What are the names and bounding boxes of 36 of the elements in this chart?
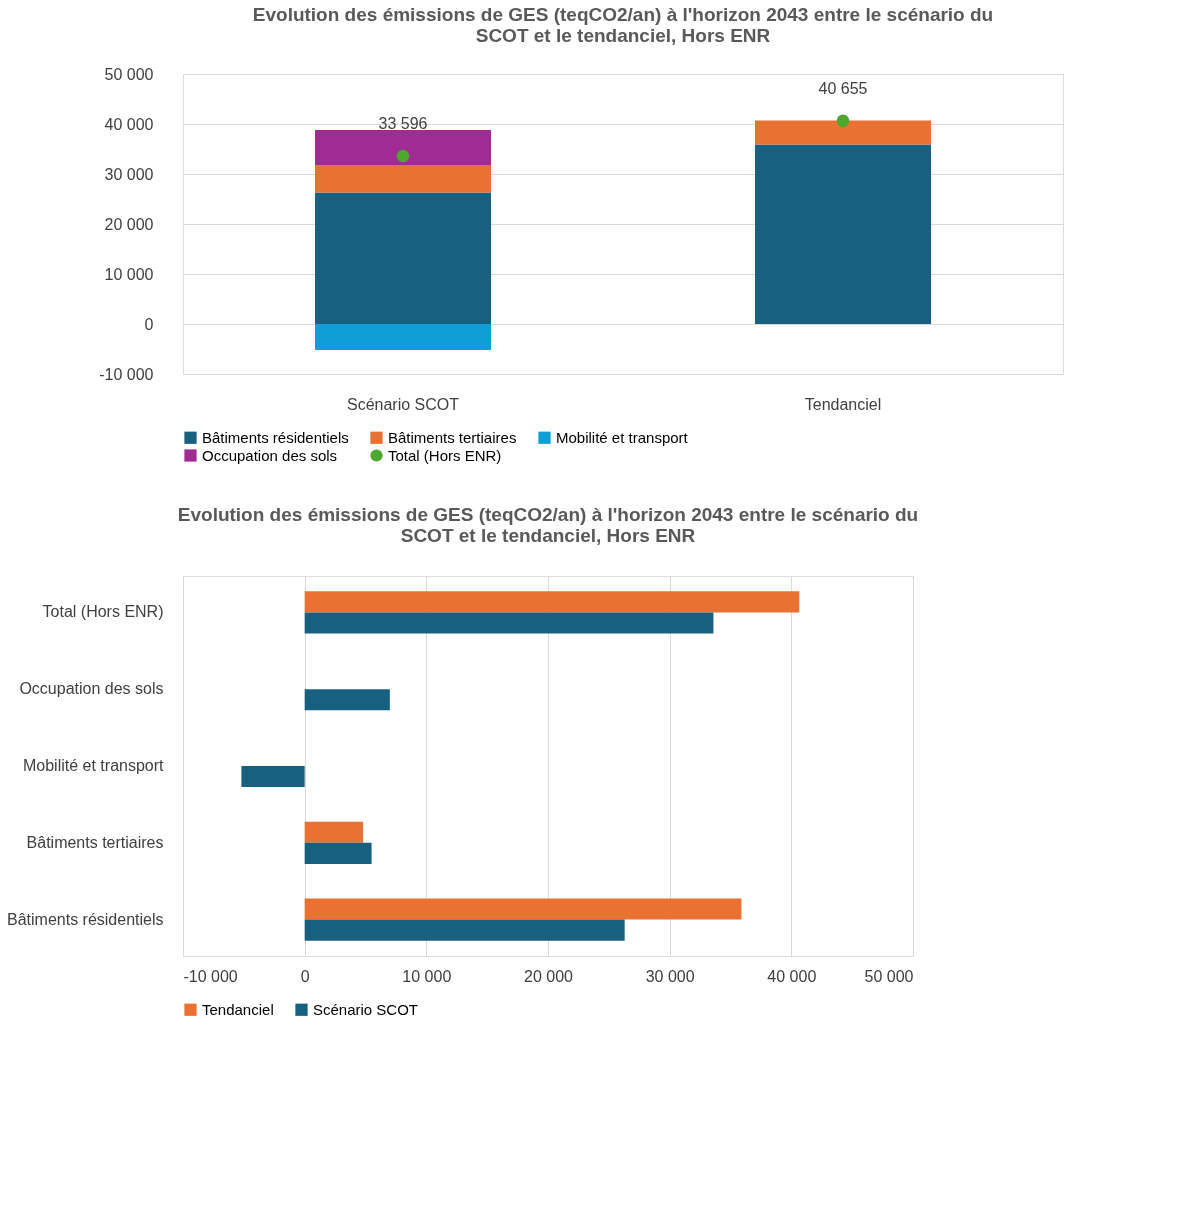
- y-tick-label: Bâtiments tertiaires: [26, 833, 164, 851]
- y-tick-label: 10 000: [104, 265, 154, 283]
- data-label: 40 655: [818, 79, 868, 97]
- x-tick-label: 30 000: [645, 967, 695, 985]
- legend-label: Total (Hors ENR): [388, 446, 502, 464]
- bar: [315, 324, 491, 350]
- bar: [315, 165, 491, 193]
- y-tick-label: 0: [144, 315, 154, 333]
- legend-label: Scénario SCOT: [313, 1000, 419, 1018]
- x-tick-label: 40 000: [767, 967, 817, 985]
- y-tick-label: 50 000: [104, 65, 154, 83]
- bar: [315, 192, 491, 324]
- bar: [315, 130, 491, 165]
- legend-label: Tendanciel: [202, 1000, 274, 1018]
- legend-label: Bâtiments résidentiels: [202, 428, 349, 446]
- chart-title: Evolution des émissions de GES (teqCO2/an) à l'horizon 2043 entre le scénario du SCOT et le tendanciel, Hors ENR: [252, 4, 994, 46]
- y-tick-label: Mobilité et transport: [22, 757, 165, 774]
- x-tick-label: 10 000: [402, 967, 452, 985]
- x-tick-label: 50 000: [864, 967, 914, 985]
- y-tick-label: Total (Hors ENR): [42, 603, 164, 621]
- legend-label: Occupation des sols: [202, 446, 338, 464]
- bar: [755, 144, 931, 324]
- bar: [755, 120, 931, 145]
- x-tick-label: 0: [300, 967, 310, 985]
- y-tick-label: -10 000: [99, 365, 154, 383]
- y-tick-label: 30 000: [104, 165, 154, 183]
- x-tick-label: -10 000: [183, 967, 238, 985]
- chart-title: Evolution des émissions de GES (teqCO2/an) à l'horizon 2043 entre le scénario du SCOT et le tendanciel, Hors ENR: [177, 504, 919, 546]
- x-tick-label: 20 000: [524, 967, 574, 985]
- y-tick-label: Bâtiments résidentiels: [6, 910, 164, 928]
- y-tick-label: Occupation des sols: [19, 680, 164, 698]
- legend-label: Mobilité et transport: [556, 428, 689, 446]
- legend-label: Bâtiments tertiaires: [388, 428, 517, 446]
- y-tick-label: 40 000: [104, 115, 154, 133]
- data-label: 33 596: [378, 115, 428, 133]
- y-tick-label: 20 000: [104, 215, 154, 233]
